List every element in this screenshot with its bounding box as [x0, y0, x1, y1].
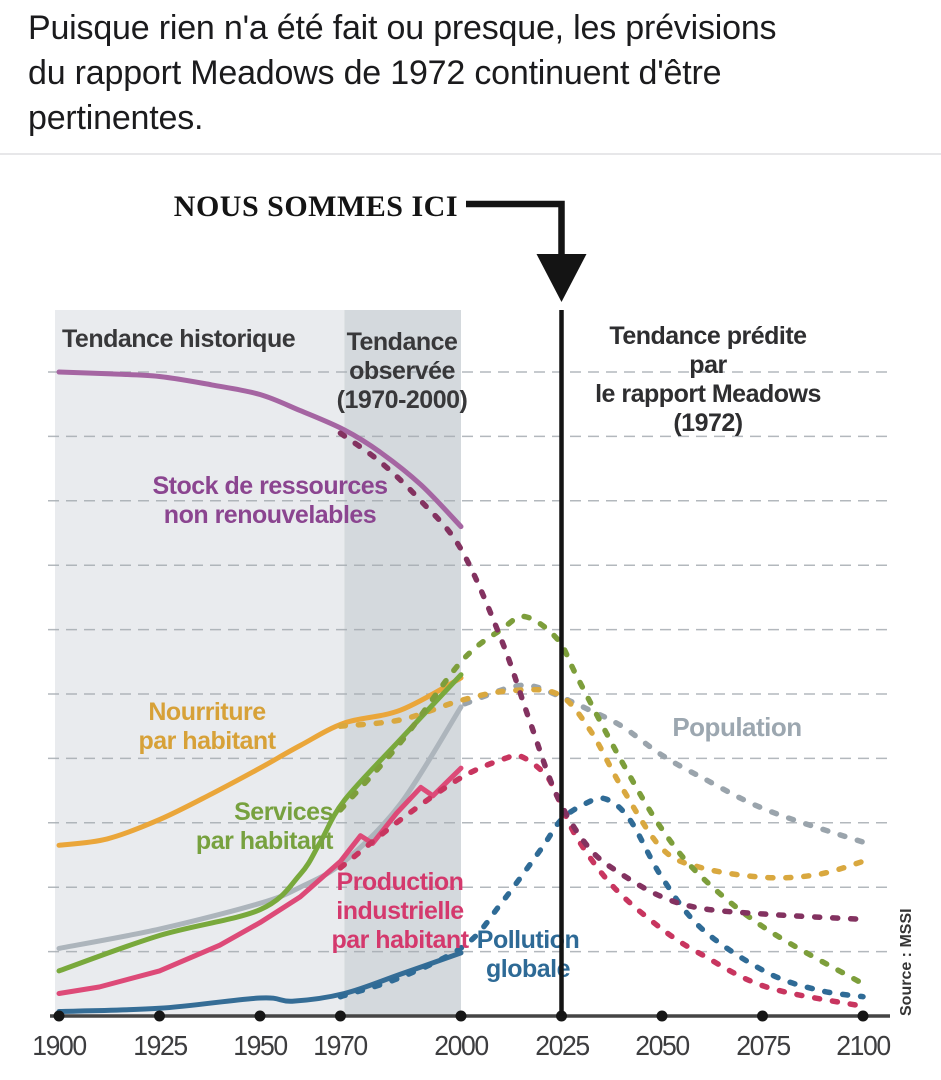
meadows-chart	[48, 310, 893, 1022]
region-label-observed: Tendance observée (1970-2000)	[336, 328, 468, 414]
region-label-historic: Tendance historique	[62, 325, 296, 353]
series-industry-observed-line	[56, 765, 464, 996]
x-tick-label-1900: 1900	[32, 1030, 87, 1061]
series-label-pollution: Pollution globale	[476, 926, 580, 983]
horizontal-divider	[0, 153, 941, 155]
x-tick-label-1950: 1950	[233, 1030, 288, 1061]
headline-line-2: du rapport Meadows de 1972 continuent d'…	[28, 54, 722, 92]
source-credit: Source : MSSI	[898, 908, 915, 1016]
series-food-observed-line	[56, 675, 464, 848]
region-label-predicted: Tendance prédite par le rapport Meadows …	[595, 322, 821, 437]
x-tick-dot-2000	[455, 1010, 467, 1022]
series-resources-observed-line	[56, 369, 464, 530]
series-label-population: Population	[672, 712, 802, 742]
series-services-predicted-line	[337, 613, 866, 987]
series-label-services: Services par habitant	[195, 798, 334, 855]
series-population-observed-line	[56, 704, 464, 951]
series-pollution-predicted-line	[337, 795, 866, 1000]
series-resources-predicted-line	[337, 430, 866, 923]
series-services	[56, 613, 866, 987]
series-population	[56, 682, 866, 951]
x-tick-label-1970: 1970	[313, 1030, 369, 1061]
x-tick-label-2100: 2100	[836, 1030, 891, 1061]
headline-line-3: pertinentes.	[28, 99, 204, 137]
headline: Puisque rien n'a été fait ou presque, le…	[28, 6, 928, 141]
x-axis-ticks	[53, 1010, 869, 1022]
x-tick-dot-1925	[154, 1010, 165, 1022]
series-food-predicted-line	[337, 686, 866, 881]
x-tick-dot-1900	[53, 1010, 65, 1022]
x-tick-label-2000: 2000	[434, 1030, 489, 1061]
series-pollution-observed-line	[56, 950, 464, 1014]
x-tick-label-1925: 1925	[132, 1030, 188, 1061]
series-food	[56, 675, 866, 881]
series-label-production: Production industrielle par habitant	[331, 868, 469, 954]
series-resources	[56, 369, 866, 923]
zone-band-1	[344, 310, 461, 1016]
x-tick-dot-2025	[556, 1010, 567, 1022]
marker-label: NOUS SOMMES ICI	[173, 190, 458, 223]
gridlines	[48, 371, 893, 953]
headline-line-1: Puisque rien n'a été fait ou presque, le…	[28, 9, 777, 47]
x-tick-dot-1970	[334, 1010, 346, 1022]
series-label-resources: Stock de ressources non renouvelables	[152, 472, 388, 529]
x-tick-label-2050: 2050	[635, 1030, 690, 1061]
series-label-food: Nourriture par habitant	[138, 698, 276, 755]
x-tick-dot-2075	[757, 1010, 768, 1022]
x-tick-label-2075: 2075	[735, 1030, 791, 1061]
x-tick-dot-2100	[857, 1010, 869, 1022]
x-tick-dot-1950	[254, 1010, 266, 1022]
x-tick-label-2025: 2025	[534, 1030, 590, 1061]
series-pollution	[56, 795, 866, 1014]
x-tick-dot-2050	[656, 1010, 668, 1022]
